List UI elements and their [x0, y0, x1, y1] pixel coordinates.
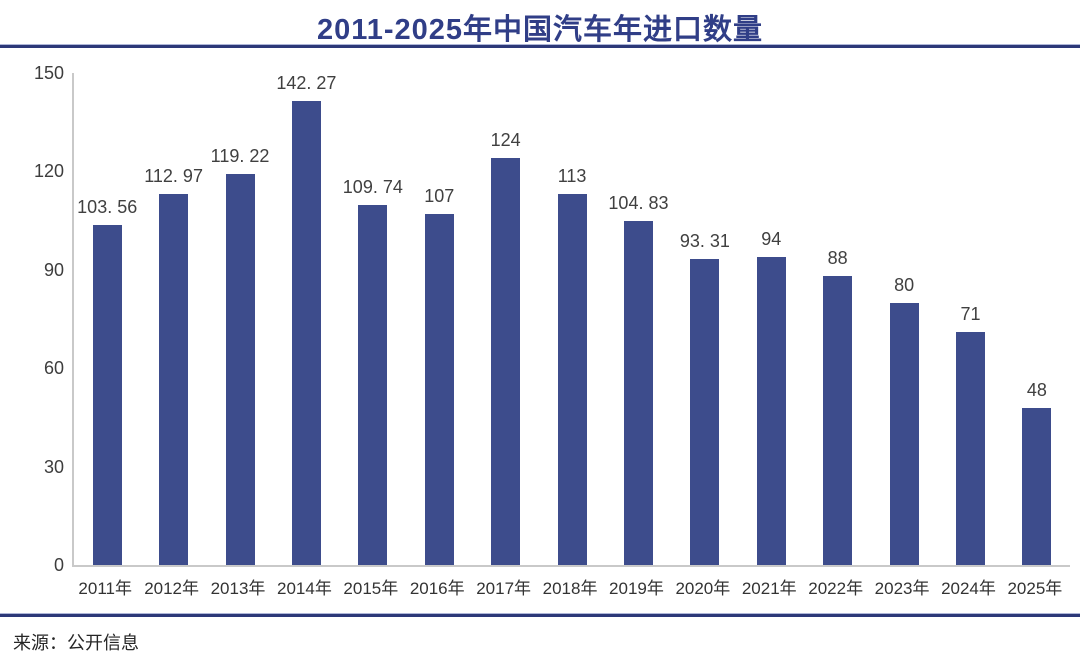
- bar-column-2022年: 88: [804, 73, 870, 565]
- bar: [424, 214, 454, 565]
- y-axis-tick-label: 30: [43, 456, 64, 477]
- x-axis: 2011年 2012年 2013年 2014年 2015年 2016年 2017年 2018年…: [72, 574, 1068, 599]
- y-axis-tick-label: 90: [43, 259, 64, 280]
- source-text: 来源：公开信息: [13, 633, 139, 653]
- y-axis-tick-label: 60: [43, 358, 64, 379]
- bar-column-2012年: 112. 97: [140, 73, 206, 565]
- bar-value-label: 142. 27: [276, 73, 337, 93]
- x-axis-label: 2022年: [808, 579, 864, 598]
- bar-column-2025年: 48: [1004, 73, 1070, 565]
- bar: [623, 221, 653, 565]
- bar-column-2011年: 103. 56: [74, 73, 140, 565]
- bars-container: 103. 56 112. 97 119. 22 142. 27 109. 74 107 12…: [74, 73, 1070, 565]
- bar-column-2019年: 104. 83: [605, 73, 671, 565]
- bar: [92, 225, 122, 565]
- bar-column-2018年: 113: [539, 73, 605, 565]
- bar-value-label: 93. 31: [679, 231, 730, 251]
- bar: [690, 259, 720, 565]
- bar: [1022, 408, 1052, 565]
- bar-column-2017年: 124: [472, 73, 538, 565]
- bar-value-label: 119. 22: [210, 146, 270, 166]
- x-axis-label: 2019年: [609, 579, 664, 598]
- bar-value-label: 124: [490, 130, 521, 150]
- bar-column-2020年: 93. 31: [672, 73, 738, 565]
- bar: [159, 194, 189, 565]
- y-axis-tick-label: 150: [33, 63, 64, 83]
- bar: [823, 276, 853, 565]
- y-axis-tick-label: 0: [53, 555, 64, 575]
- x-axis-label: 2021年: [741, 579, 797, 598]
- bar-value-label: 112. 97: [144, 166, 203, 186]
- x-axis-label: 2025年: [1007, 579, 1063, 598]
- bar-value-label: 113: [557, 166, 587, 186]
- bar-value-label: 103. 56: [77, 197, 138, 217]
- bar: [358, 205, 388, 565]
- bar-column-2023年: 80: [871, 73, 937, 565]
- x-axis-label: 2015年: [343, 579, 399, 598]
- bar: [225, 174, 255, 565]
- bar-column-2013年: 119. 22: [207, 73, 273, 565]
- bar-value-label: 94: [761, 229, 782, 249]
- bar-value-label: 71: [960, 304, 981, 324]
- bar: [491, 158, 521, 565]
- x-axis-label: 2011年: [78, 579, 132, 598]
- bar-value-label: 80: [894, 275, 915, 295]
- x-axis-label: 2012年: [144, 579, 200, 598]
- bar-column-2021年: 94: [738, 73, 804, 565]
- x-axis-label: 2020年: [675, 579, 731, 598]
- x-axis-label: 2014年: [277, 579, 332, 598]
- bar: [955, 332, 985, 565]
- bar-column-2024年: 71: [937, 73, 1003, 565]
- x-axis-label: 2024年: [941, 579, 996, 598]
- bar-value-label: 48: [1026, 380, 1047, 400]
- x-axis-label: 2017年: [476, 579, 532, 598]
- plot-area: 103. 56 112. 97 119. 22 142. 27 109. 74 107 12…: [72, 73, 1070, 567]
- bar-value-label: 104. 83: [608, 193, 669, 213]
- title-divider-line: [0, 44, 1080, 48]
- bar: [756, 257, 786, 565]
- bar-column-2014年: 142. 27: [273, 73, 339, 565]
- x-axis-label: 2018年: [542, 579, 598, 598]
- y-axis-tick-label: 120: [33, 161, 64, 182]
- x-axis-label: 2016年: [409, 579, 465, 598]
- footer-divider-line: [0, 613, 1080, 617]
- bar: [557, 194, 587, 565]
- bar-column-2016年: 107: [406, 73, 472, 565]
- x-axis-label: 2023年: [874, 579, 930, 598]
- bar-column-2015年: 109. 74: [340, 73, 406, 565]
- bar-value-label: 88: [827, 248, 848, 268]
- bar: [291, 101, 321, 565]
- x-axis-label: 2013年: [210, 579, 266, 598]
- bar: [889, 303, 919, 565]
- bar-value-label: 109. 74: [342, 177, 403, 197]
- bar-value-label: 107: [424, 186, 455, 206]
- chart-title: 2011-2025年中国汽车年进口数量: [316, 14, 764, 46]
